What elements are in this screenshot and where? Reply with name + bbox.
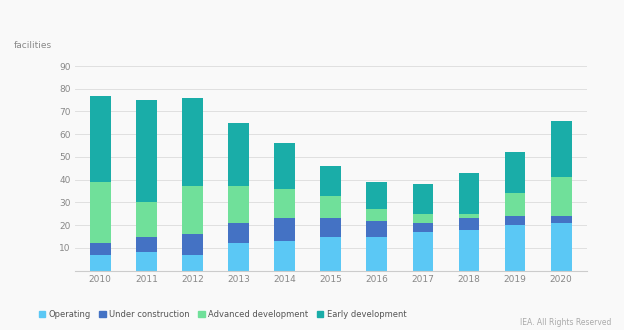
Bar: [275, 241, 295, 271]
Bar: [320, 237, 341, 271]
Bar: [90, 243, 110, 255]
Bar: [90, 182, 110, 243]
Bar: [505, 193, 525, 216]
Bar: [90, 255, 110, 271]
Bar: [136, 100, 157, 202]
Bar: [320, 166, 341, 196]
Bar: [366, 182, 387, 209]
Bar: [459, 214, 479, 218]
Bar: [551, 216, 572, 223]
Bar: [366, 220, 387, 237]
Bar: [551, 223, 572, 271]
Bar: [90, 96, 110, 182]
Bar: [320, 196, 341, 218]
Bar: [275, 218, 295, 241]
Bar: [505, 216, 525, 225]
Bar: [228, 223, 249, 243]
Bar: [505, 152, 525, 193]
Bar: [505, 225, 525, 271]
Bar: [182, 234, 203, 255]
Bar: [412, 223, 433, 232]
Bar: [136, 252, 157, 271]
Bar: [228, 186, 249, 223]
Bar: [182, 255, 203, 271]
Bar: [459, 230, 479, 271]
Text: IEA. All Rights Reserved: IEA. All Rights Reserved: [520, 318, 612, 327]
Text: facilities: facilities: [14, 42, 52, 50]
Bar: [412, 232, 433, 271]
Bar: [366, 209, 387, 220]
Bar: [459, 173, 479, 214]
Legend: Operating, Under construction, Advanced development, Early development: Operating, Under construction, Advanced …: [36, 307, 410, 322]
Bar: [412, 214, 433, 223]
Bar: [551, 178, 572, 216]
Bar: [459, 218, 479, 230]
Bar: [275, 189, 295, 218]
Bar: [275, 143, 295, 189]
Bar: [182, 98, 203, 186]
Bar: [228, 243, 249, 271]
Bar: [136, 237, 157, 252]
Bar: [551, 120, 572, 178]
Bar: [366, 237, 387, 271]
Bar: [412, 184, 433, 214]
Bar: [320, 218, 341, 237]
Bar: [136, 202, 157, 237]
Bar: [182, 186, 203, 234]
Bar: [228, 123, 249, 186]
